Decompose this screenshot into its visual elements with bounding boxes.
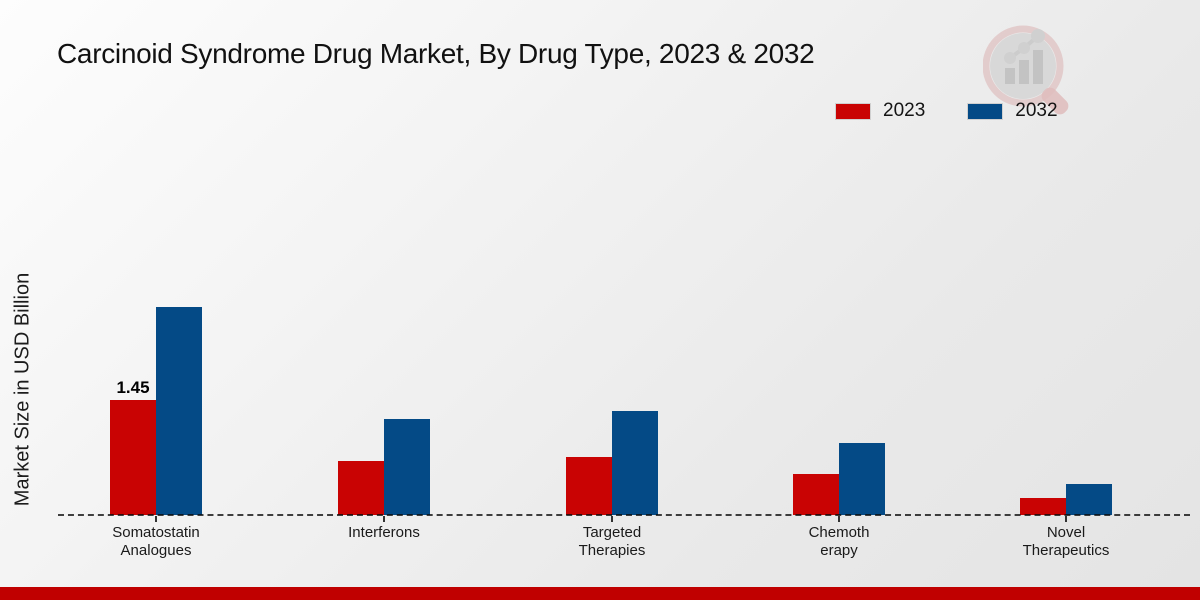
- bar-2032-novel-therapeutics: [1066, 484, 1112, 515]
- legend: 2023 2032: [835, 100, 1058, 122]
- category-label-somatostatin-analogues: Somatostatin Analogues: [66, 524, 246, 560]
- legend-swatch-2032: [967, 102, 1004, 120]
- legend-item-2032: 2032: [967, 100, 1058, 122]
- x-axis-baseline: [58, 514, 1190, 516]
- category-label-line: Chemoth: [808, 524, 870, 541]
- x-axis-tick: [1065, 516, 1067, 522]
- bar-2023-novel-therapeutics: [1020, 498, 1066, 515]
- chart-title: Carcinoid Syndrome Drug Market, By Drug …: [57, 38, 815, 69]
- bar-2032-somatostatin-analogues: [156, 307, 202, 515]
- x-axis-tick: [611, 516, 613, 522]
- category-label-novel-therapeutics: Novel Therapeutics: [976, 524, 1156, 560]
- bar-2023-targeted-therapies: [566, 457, 612, 515]
- category-label-line: Analogues: [120, 542, 192, 559]
- category-label-chemotherapy: Chemoth erapy: [749, 524, 929, 560]
- legend-swatch-2023: [835, 102, 871, 120]
- x-axis-tick: [838, 516, 840, 522]
- legend-label-2023: 2023: [883, 100, 926, 121]
- category-label-line: Novel: [1046, 524, 1086, 541]
- legend-item-2023: 2023: [835, 100, 925, 122]
- category-label-targeted-therapies: Targeted Therapies: [522, 524, 702, 560]
- bar-2023-chemotherapy: [793, 474, 839, 515]
- x-axis-tick: [155, 516, 157, 522]
- category-label-line: Therapies: [578, 542, 646, 559]
- x-axis-tick: [383, 516, 385, 522]
- category-label-line: Targeted: [582, 524, 642, 541]
- category-label-interferons: Interferons: [294, 524, 474, 542]
- bar-2032-chemotherapy: [839, 443, 885, 515]
- bar-2023-somatostatin-analogues: [110, 400, 156, 515]
- magnifier-bar-chart-logo-icon: [983, 25, 1069, 115]
- legend-label-2032: 2032: [1015, 100, 1058, 121]
- bar-2032-interferons: [384, 419, 430, 515]
- category-label-line: erapy: [820, 542, 858, 559]
- category-label-line: Therapeutics: [1022, 542, 1110, 559]
- bottom-accent-bar: [0, 587, 1200, 600]
- category-label-line: Interferons: [348, 524, 420, 541]
- bar-value-label: 1.45: [116, 378, 150, 397]
- bar-2023-interferons: [338, 461, 384, 515]
- bar-2032-targeted-therapies: [612, 411, 658, 515]
- category-label-line: Somatostatin: [112, 524, 200, 541]
